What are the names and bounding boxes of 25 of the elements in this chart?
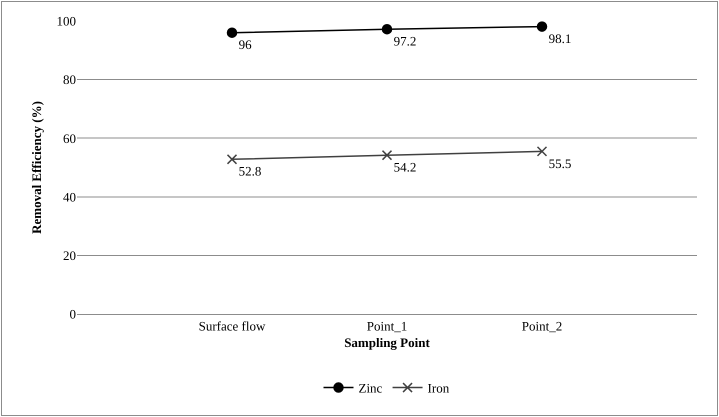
y-tick-label: 60 — [63, 130, 76, 146]
point — [536, 21, 548, 32]
y-axis-title: Removal Efficiency (%) — [29, 101, 44, 234]
y-tick-label: 40 — [63, 189, 76, 204]
point — [226, 27, 238, 38]
legend-label: Iron — [428, 380, 450, 396]
point — [382, 24, 392, 34]
x-tick-label: Point_1 — [366, 318, 408, 334]
point — [536, 146, 548, 157]
data-label: 96 — [238, 37, 252, 52]
x-tick-label: Surface flow — [198, 318, 266, 334]
y-tick-label: 100 — [56, 14, 76, 29]
data-label: 55.5 — [548, 156, 572, 171]
y-tick-label: 0 — [70, 306, 76, 322]
legend-label: Zinc — [358, 380, 383, 396]
y-tick-label: 80 — [63, 72, 76, 88]
data-label: 52.8 — [238, 164, 262, 179]
x-axis-title: Sampling Point — [344, 335, 430, 350]
y-tick-label: 20 — [63, 248, 76, 263]
data-label: 97.2 — [394, 34, 416, 49]
data-label: 54.2 — [394, 160, 416, 175]
x-tick-label: Point_2 — [522, 318, 562, 334]
point — [226, 154, 238, 165]
point — [382, 150, 392, 160]
data-label: 98.1 — [548, 30, 572, 46]
